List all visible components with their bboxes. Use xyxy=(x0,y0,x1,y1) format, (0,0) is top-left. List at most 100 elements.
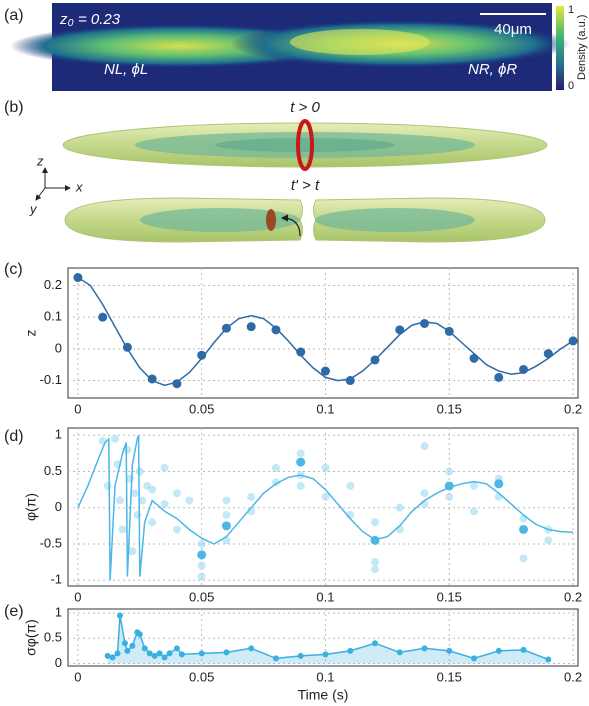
data-point xyxy=(98,312,108,322)
area xyxy=(107,615,549,664)
data-point xyxy=(173,645,180,652)
y-axis-label: z xyxy=(23,330,39,337)
data-point xyxy=(494,479,504,489)
data-point xyxy=(223,649,230,656)
data-point xyxy=(222,510,231,519)
data-point xyxy=(147,374,157,384)
data-point xyxy=(346,481,355,490)
y-axis-label: σφ(π) xyxy=(23,619,39,656)
data-point xyxy=(148,485,157,494)
time-label: t > 0 xyxy=(290,99,320,116)
data-point xyxy=(321,492,330,501)
y-tick-label: -0.5 xyxy=(40,535,62,550)
data-point xyxy=(445,467,454,476)
data-point xyxy=(73,273,83,283)
x-tick-label: 0.1 xyxy=(316,669,334,684)
data-point xyxy=(370,558,379,567)
data-point xyxy=(347,647,354,654)
data-point xyxy=(222,496,231,505)
data-point xyxy=(172,379,182,389)
data-point xyxy=(322,651,329,658)
x-tick-label: 0.15 xyxy=(437,401,462,416)
colorbar-min: 0 xyxy=(568,80,574,92)
data-point xyxy=(247,492,256,501)
data-point xyxy=(395,503,404,512)
data-point xyxy=(98,437,107,446)
data-point xyxy=(129,642,136,649)
data-point xyxy=(271,478,280,487)
plot-frame xyxy=(67,267,579,399)
x-tick-label: 0 xyxy=(74,669,81,684)
data-point xyxy=(197,350,207,360)
panel-label: (d) xyxy=(4,428,24,445)
data-point xyxy=(160,500,169,509)
data-point xyxy=(128,547,137,556)
data-point xyxy=(166,650,173,657)
data-point xyxy=(197,572,206,581)
right-label: NR, ϕR xyxy=(468,61,517,78)
data-point xyxy=(133,510,142,519)
data-point xyxy=(519,364,529,374)
y-tick-label: 0.2 xyxy=(44,277,62,292)
data-point xyxy=(172,525,181,534)
data-point xyxy=(124,647,131,654)
data-point xyxy=(470,507,479,516)
axis-label: x xyxy=(75,179,83,194)
x-tick-label: 0.1 xyxy=(316,589,334,604)
x-tick-label: 0.2 xyxy=(564,669,582,684)
data-point xyxy=(271,463,280,472)
data-point xyxy=(545,656,552,663)
data-point xyxy=(160,463,169,472)
y-tick-label: 0 xyxy=(55,499,62,514)
y-tick-label: 0 xyxy=(55,340,62,355)
plot-frame xyxy=(67,608,579,667)
z0-label: z₀ = 0.23 xyxy=(59,11,121,28)
y-axis-label: φ(π) xyxy=(23,493,39,521)
data-point xyxy=(519,554,528,563)
data-point xyxy=(122,342,132,352)
data-point xyxy=(109,654,116,661)
density-image xyxy=(10,3,570,91)
condensate-rendering xyxy=(35,119,548,243)
data-point xyxy=(296,347,306,357)
data-point xyxy=(178,651,185,658)
x-tick-label: 0.05 xyxy=(189,669,214,684)
x-tick-label: 0.15 xyxy=(437,589,462,604)
data-point xyxy=(370,355,380,365)
y-tick-label: 0 xyxy=(55,655,62,670)
data-point xyxy=(445,492,454,501)
data-point xyxy=(520,646,527,653)
axis-label: z xyxy=(36,153,44,168)
data-point xyxy=(121,640,128,647)
data-point xyxy=(395,325,405,335)
data-point xyxy=(469,353,479,363)
data-point xyxy=(543,349,553,359)
data-point xyxy=(544,536,553,545)
y-tick-label: -1 xyxy=(50,572,62,587)
panel-label: (e) xyxy=(4,603,24,620)
y-tick-label: 0.5 xyxy=(44,630,62,645)
data-point xyxy=(446,647,453,654)
data-point xyxy=(103,481,112,490)
data-point xyxy=(420,489,429,498)
data-point xyxy=(118,525,127,534)
data-point xyxy=(568,336,578,346)
panel-label: (a) xyxy=(4,7,24,24)
x-tick-label: 0.1 xyxy=(316,401,334,416)
data-point xyxy=(420,318,430,328)
data-point xyxy=(246,322,256,332)
data-point xyxy=(271,325,281,335)
data-point xyxy=(371,640,378,647)
data-point xyxy=(104,652,111,659)
data-point xyxy=(248,645,255,652)
data-point xyxy=(172,489,181,498)
colorbar-max: 1 xyxy=(568,4,574,16)
data-point xyxy=(221,323,231,333)
y-tick-label: 0.1 xyxy=(44,309,62,324)
data-point xyxy=(123,445,132,454)
time-label: t' > t xyxy=(291,177,320,194)
data-point xyxy=(130,489,139,498)
scale-bar-label: 40μm xyxy=(494,21,532,38)
data-point xyxy=(114,650,121,657)
